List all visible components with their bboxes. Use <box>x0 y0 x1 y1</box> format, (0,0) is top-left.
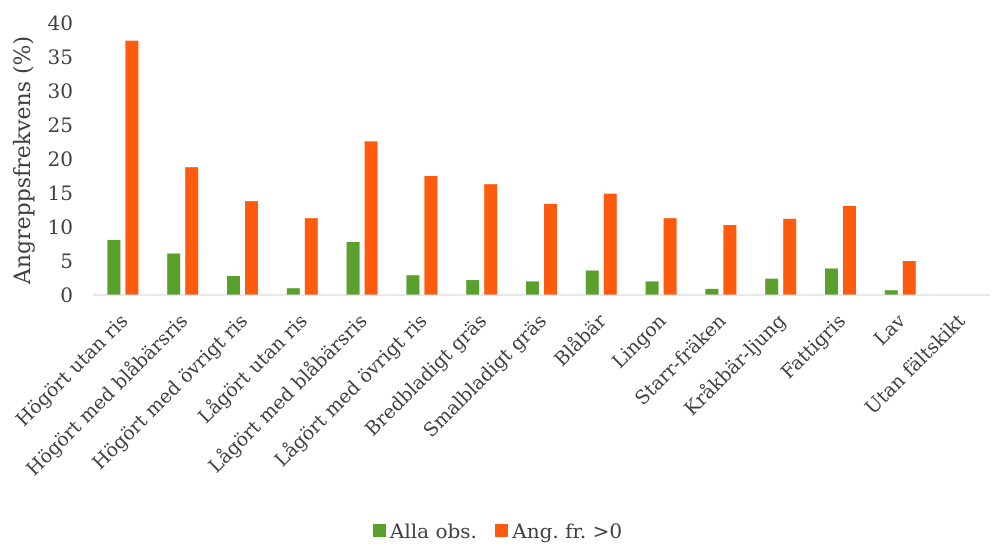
bar-ang-4 <box>364 141 378 295</box>
bar-ang-3 <box>304 218 318 295</box>
bars <box>107 40 916 296</box>
y-axis-ticks: 0 5 10 15 20 25 30 35 40 <box>48 11 73 307</box>
y-tick-label: 40 <box>48 11 73 35</box>
bar-alla-5 <box>406 275 420 295</box>
bar-alla-1 <box>167 253 181 295</box>
bar-alla-11 <box>765 278 779 295</box>
legend-label-ang: Ang. fr. >0 <box>512 518 623 543</box>
bar-alla-10 <box>705 288 719 295</box>
legend-swatch-alla <box>372 524 386 537</box>
bar-ang-5 <box>424 176 438 295</box>
y-tick-label: 30 <box>48 79 73 103</box>
bar-ang-6 <box>484 184 498 295</box>
x-category-label: Lav <box>870 310 910 350</box>
legend-item-alla: Alla obs. <box>372 518 477 543</box>
bar-ang-7 <box>544 203 557 295</box>
x-category-label: Högört utan ris <box>12 310 133 431</box>
bar-ang-11 <box>783 218 797 295</box>
bar-ang-0 <box>125 40 139 296</box>
y-tick-label: 20 <box>48 147 73 171</box>
legend-swatch-ang <box>495 524 509 537</box>
x-category-label: Kråkbär-ljung <box>680 310 790 420</box>
legend-item-ang: Ang. fr. >0 <box>495 519 622 543</box>
bar-ang-12 <box>843 205 856 295</box>
bar-alla-12 <box>825 268 838 295</box>
bar-alla-4 <box>346 241 360 295</box>
bar-alla-8 <box>585 270 599 295</box>
x-category-label: Fattigris <box>777 310 850 383</box>
bar-alla-7 <box>526 281 539 295</box>
bar-alla-2 <box>227 275 240 295</box>
bar-ang-2 <box>245 201 258 295</box>
bar-alla-13 <box>884 290 898 295</box>
bar-alla-3 <box>286 288 300 295</box>
y-tick-label: 10 <box>48 215 73 239</box>
y-tick-label: 5 <box>60 249 73 273</box>
bar-alla-9 <box>645 281 659 295</box>
legend: Alla obs. Ang. fr. >0 <box>0 518 995 543</box>
y-tick-label: 25 <box>48 113 73 137</box>
y-tick-label: 0 <box>60 283 73 307</box>
y-axis-label: Angreppsfrekvens (%) <box>11 36 36 285</box>
y-tick-label: 35 <box>48 45 73 69</box>
y-tick-label: 15 <box>48 181 73 205</box>
bar-alla-0 <box>107 239 121 295</box>
bar-ang-8 <box>603 193 617 295</box>
bar-ang-10 <box>723 224 737 295</box>
bar-ang-9 <box>663 218 677 295</box>
x-category-label: Blåbär <box>550 309 611 370</box>
bar-ang-1 <box>185 167 199 295</box>
x-category-label: Lågört utan ris <box>194 310 312 428</box>
bar-alla-6 <box>466 280 480 295</box>
bar-ang-13 <box>902 261 916 295</box>
legend-label-alla: Alla obs. <box>389 518 477 543</box>
